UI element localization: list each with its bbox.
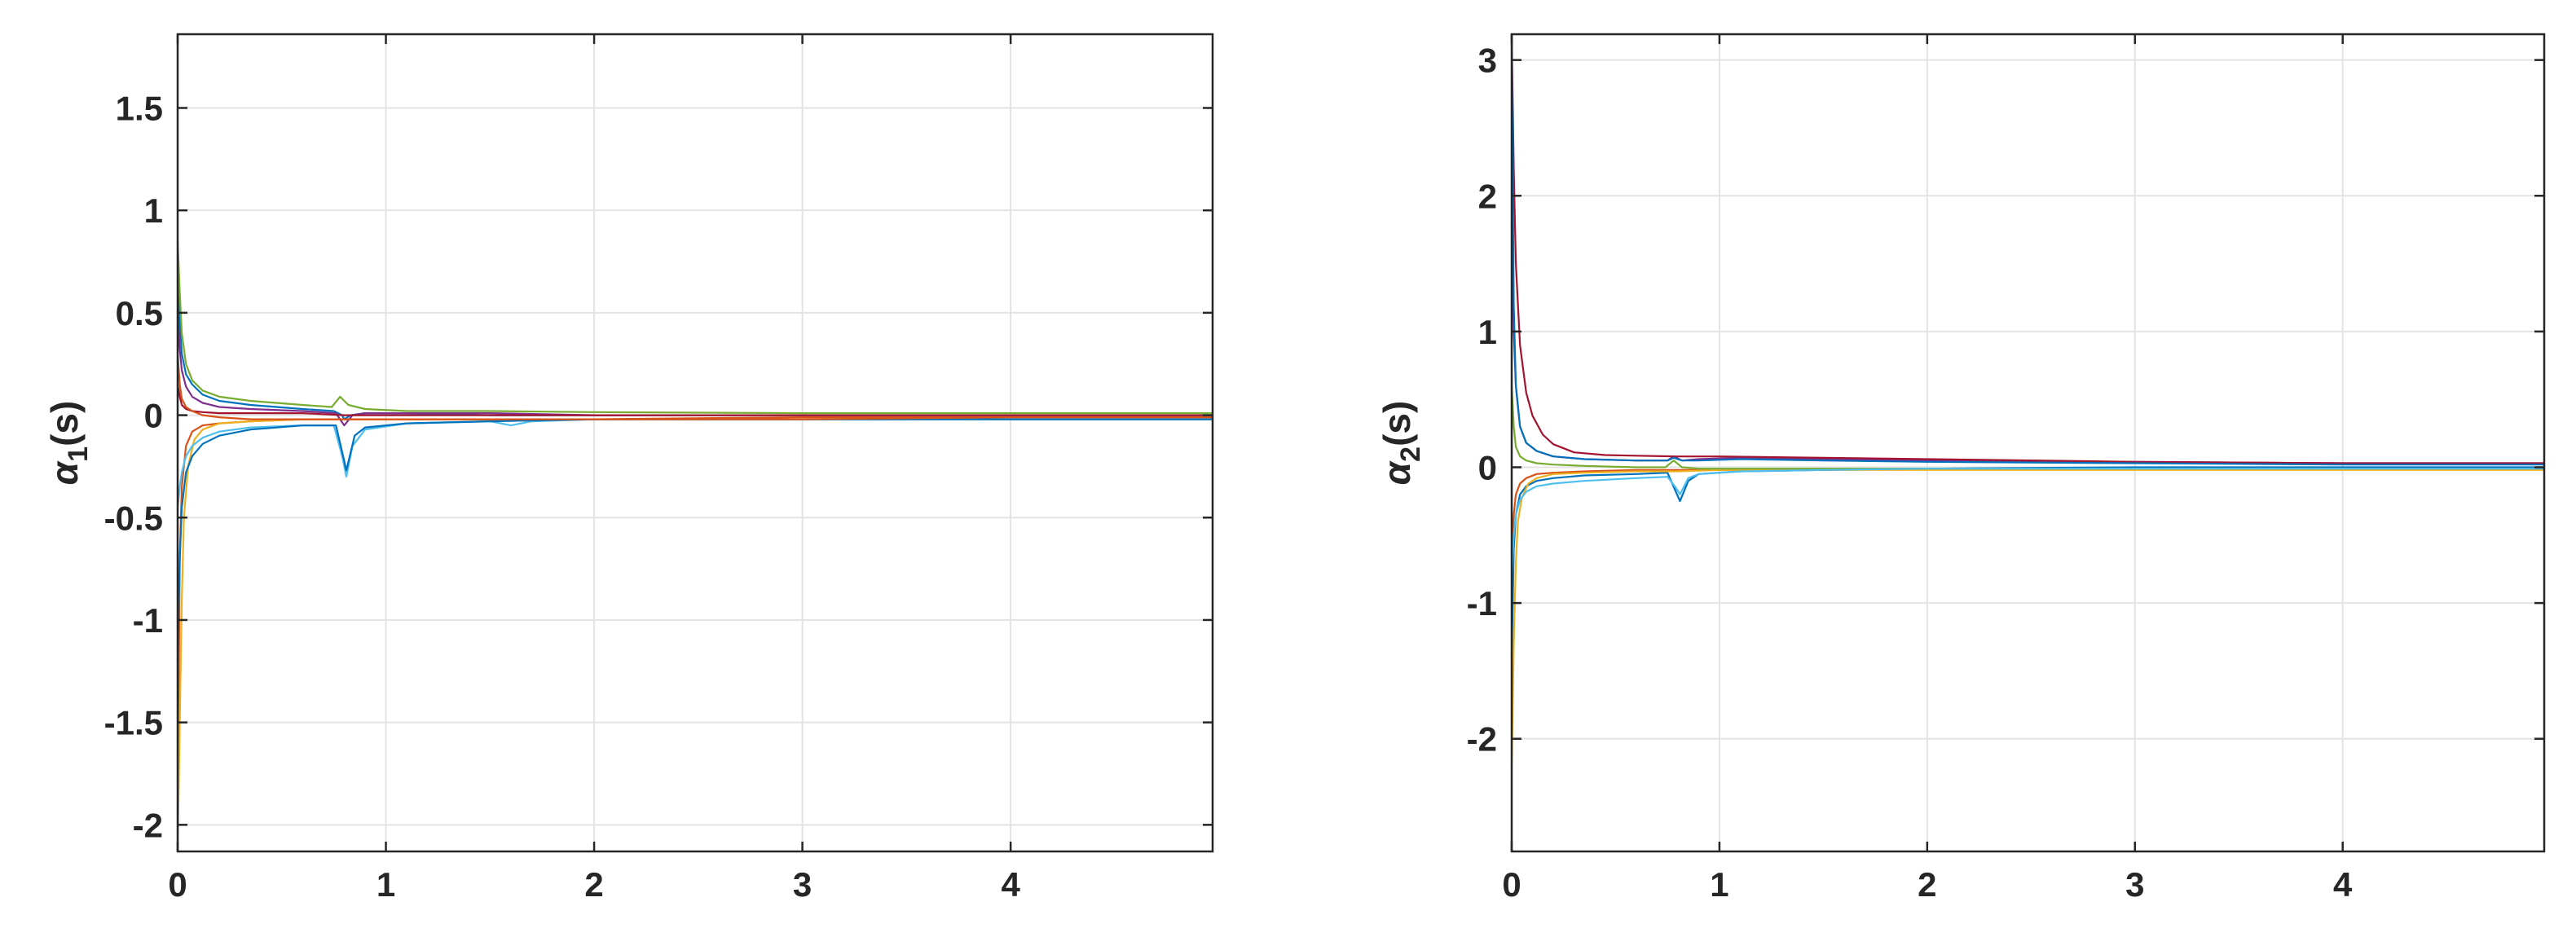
y-tick-label: 0 (1478, 448, 1497, 486)
x-tick-label: 3 (793, 865, 812, 904)
ticks: 0 1 2 3 4 -2 -1.5 -1 -0.5 0 0.5 1 1.5 (104, 34, 1213, 904)
y-axis-label-suffix: (s) (43, 401, 86, 447)
y-tick-label: 2 (1478, 177, 1497, 215)
ticks: 0 1 2 3 4 -2 -1 0 1 2 3 (1467, 34, 2544, 904)
y-tick-label: -2 (1467, 720, 1497, 759)
grid (1512, 34, 2544, 851)
chart-alpha-1: 0 1 2 3 4-2-1.5-1-0.500.511.5 α1(s) (43, 33, 1214, 904)
x-tick-label: 0 (168, 865, 187, 904)
x-tick-label: 2 (584, 865, 603, 904)
y-tick-label: 3 (1478, 42, 1497, 80)
series-line-5 (176, 240, 1213, 415)
y-axis-label: α1(s) (43, 401, 94, 486)
y-tick-label: -2 (133, 806, 163, 844)
y-axis-label-subscript: 2 (1395, 447, 1426, 462)
series-line-6 (1510, 468, 2544, 576)
y-tick-label: 0.5 (116, 294, 163, 332)
y-axis-label-symbol: α (1376, 460, 1418, 485)
svg-text:α2(s): α2(s) (1376, 401, 1426, 486)
y-tick-label: 1 (144, 191, 163, 230)
axes-frame (176, 33, 1214, 853)
x-tick-label: 1 (1710, 865, 1728, 904)
x-tick-label: 0 (1502, 865, 1521, 904)
y-axis-label-symbol: α (43, 460, 86, 485)
series-line-7 (176, 384, 1213, 416)
y-axis-label-suffix: (s) (1376, 401, 1418, 447)
y-tick-label: 1 (1478, 313, 1497, 351)
series-line-9 (176, 354, 1213, 420)
series-layer (176, 240, 1213, 852)
series-line-3 (1510, 468, 2544, 767)
y-tick-label: -1 (133, 601, 163, 640)
plot-area (178, 34, 1213, 851)
axes-frame (1510, 33, 2546, 853)
x-tick-label: 1 (376, 865, 395, 904)
x-tick-label: 4 (1001, 865, 1020, 904)
series-line-8 (1510, 33, 2544, 466)
x-tick-label: 2 (1918, 865, 1936, 904)
y-tick-label: -1.5 (104, 704, 163, 742)
y-tick-label: 0 (144, 397, 163, 435)
y-tick-label: -1 (1467, 584, 1497, 622)
y-tick-label: 1.5 (116, 89, 163, 127)
y-axis-label-subscript: 1 (63, 447, 94, 462)
x-tick-label: 3 (2125, 865, 2144, 904)
plot-area (1512, 34, 2544, 851)
y-tick-label: -0.5 (104, 499, 163, 537)
y-axis-label: α2(s) (1376, 401, 1426, 486)
x-tick-label: 4 (2333, 865, 2353, 904)
svg-text:α1(s): α1(s) (43, 401, 94, 486)
